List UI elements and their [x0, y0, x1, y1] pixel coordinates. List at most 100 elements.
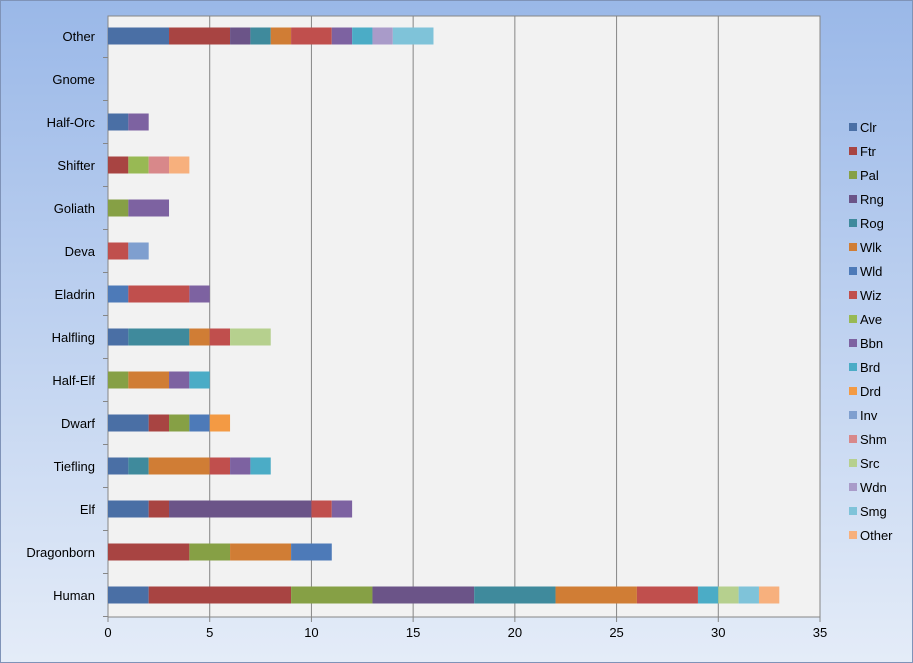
bar-segment-rog-halfling: [128, 328, 190, 346]
legend-label: Drd: [860, 384, 881, 399]
bar-segment-smg-human: [738, 586, 759, 604]
legend-swatch-smg: [849, 507, 857, 515]
category-labels: Human Dragonborn Elf Tiefling Dwarf Half-Elf H…: [26, 29, 108, 617]
category-label: Eladrin: [55, 287, 95, 302]
category-label: Half-Elf: [52, 373, 95, 388]
legend-swatch-drd: [849, 387, 857, 395]
bar-segment-bbn-eladrin: [189, 285, 210, 303]
category-label: Half-Orc: [47, 115, 96, 130]
legend-label: Rog: [860, 216, 884, 231]
bar-segment-rog-human: [474, 586, 556, 604]
bar-segment-ftr-elf: [148, 500, 170, 518]
category-label: Other: [62, 29, 95, 44]
bar-segment-rog-tiefling: [128, 457, 149, 475]
bar-segment-clr-halfling: [108, 328, 129, 346]
legend-swatch-other: [849, 531, 857, 539]
legend-swatch-rng: [849, 195, 857, 203]
legend-label: Pal: [860, 168, 879, 183]
bar-segment-rng-elf: [169, 500, 312, 518]
bar-segment-rog-other: [250, 27, 271, 45]
bar-segment-wlk-dragonborn: [230, 543, 292, 561]
legend-swatch-wld: [849, 267, 857, 275]
category-label: Gnome: [52, 72, 95, 87]
bar-segment-src-halfling: [230, 328, 271, 346]
x-tick-label: 5: [206, 625, 213, 640]
legend-label: Wlk: [860, 240, 882, 255]
bar-segment-wiz-human: [636, 586, 698, 604]
category-label: Halfling: [52, 330, 95, 345]
bar-segment-ftr-dragonborn: [108, 543, 190, 561]
bar-segment-rng-other: [230, 27, 251, 45]
bar-segment-smg-other: [392, 27, 434, 45]
bar-segment-bbn-tiefling: [230, 457, 251, 475]
bar-segment-pal-human: [291, 586, 373, 604]
bar-segment-bbn-half-orc: [128, 113, 149, 131]
bar-segment-src-human: [718, 586, 739, 604]
legend-swatch-bbn: [849, 339, 857, 347]
bar-segment-other-shifter: [169, 156, 190, 174]
legend-label: Other: [860, 528, 893, 543]
bar-segment-clr-dwarf: [108, 414, 149, 432]
legend-swatch-clr: [849, 123, 857, 131]
legend-swatch-shm: [849, 435, 857, 443]
legend-label: Bbn: [860, 336, 883, 351]
legend-label: Rng: [860, 192, 884, 207]
bar-segment-wlk-half-elf: [128, 371, 170, 389]
bar-segment-wlk-tiefling: [148, 457, 210, 475]
legend-swatch-inv: [849, 411, 857, 419]
category-label: Dwarf: [61, 416, 95, 431]
bar-segment-bbn-half-elf: [169, 371, 190, 389]
bar-segment-wlk-other: [270, 27, 292, 45]
bar-segment-ftr-human: [148, 586, 292, 604]
bar-segment-wiz-elf: [311, 500, 332, 518]
bar-segment-drd-dwarf: [209, 414, 231, 432]
legend-label: Wiz: [860, 288, 882, 303]
bar-segment-clr-other: [108, 27, 170, 45]
bar-segment-clr-elf: [108, 500, 149, 518]
x-tick-label: 20: [508, 625, 522, 640]
x-tick-label: 15: [406, 625, 420, 640]
bar-segment-rng-human: [372, 586, 475, 604]
legend-label: Inv: [860, 408, 878, 423]
legend-label: Clr: [860, 120, 877, 135]
category-label: Shifter: [57, 158, 95, 173]
bar-segment-brd-human: [697, 586, 719, 604]
legend-swatch-ave: [849, 315, 857, 323]
category-label: Elf: [80, 502, 96, 517]
bar-segment-wdn-other: [372, 27, 393, 45]
legend-label: Shm: [860, 432, 887, 447]
bar-segment-wiz-tiefling: [209, 457, 231, 475]
bar-segment-ave-shifter: [128, 156, 149, 174]
category-label: Goliath: [54, 201, 95, 216]
bar-segment-other-human: [758, 586, 780, 604]
legend-swatch-rog: [849, 219, 857, 227]
x-tick-label: 30: [711, 625, 725, 640]
x-axis-ticks: 0 5 10 15 20 25 30 35: [104, 617, 827, 640]
bar-segment-wld-dwarf: [189, 414, 210, 432]
legend-swatch-src: [849, 459, 857, 467]
bars: [108, 27, 780, 604]
legend-swatch-wlk: [849, 243, 857, 251]
bar-segment-clr-human: [108, 586, 149, 604]
legend-label: Wdn: [860, 480, 887, 495]
bar-segment-wlk-halfling: [189, 328, 210, 346]
bar-segment-inv-deva: [128, 242, 149, 260]
plot-area: [107, 15, 821, 618]
bar-segment-clr-tiefling: [108, 457, 129, 475]
bar-segment-clr-half-orc: [108, 113, 129, 131]
legend-swatch-pal: [849, 171, 857, 179]
bar-segment-bbn-goliath: [128, 199, 170, 217]
bar-segment-pal-half-elf: [108, 371, 129, 389]
legend-label: Ftr: [860, 144, 877, 159]
bar-segment-brd-half-elf: [189, 371, 210, 389]
legend-label: Wld: [860, 264, 882, 279]
bar-segment-brd-other: [352, 27, 373, 45]
bar-segment-pal-dwarf: [169, 414, 190, 432]
legend-swatch-wdn: [849, 483, 857, 491]
category-label: Dragonborn: [26, 545, 95, 560]
legend-label: Smg: [860, 504, 887, 519]
x-tick-label: 0: [104, 625, 111, 640]
bar-segment-wiz-halfling: [209, 328, 231, 346]
